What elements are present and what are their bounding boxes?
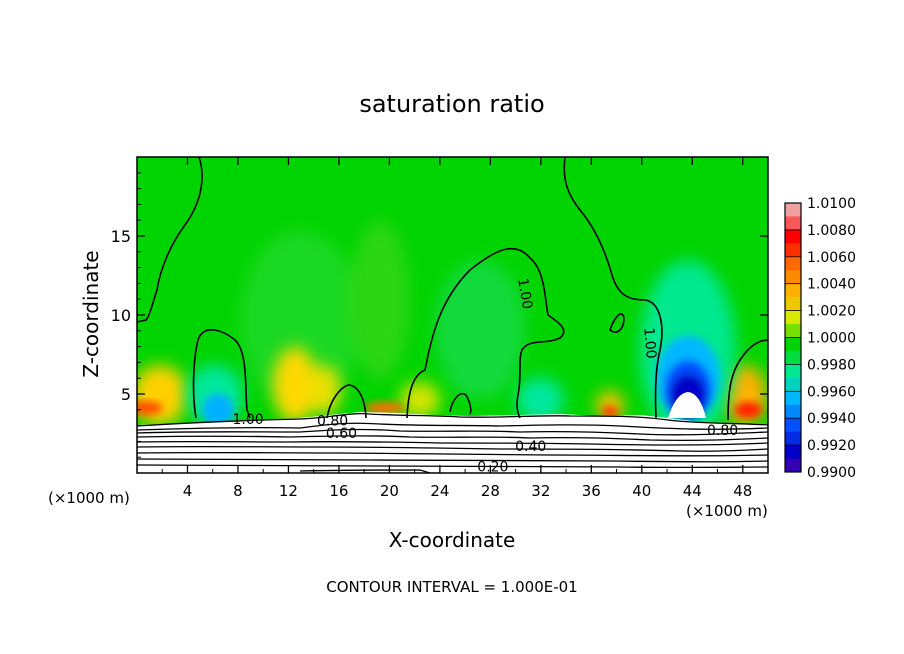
colorbar-label: 0.9900 [807,465,856,481]
x-tick-label: 48 [733,482,752,500]
contour-label: 0.40 [515,439,546,455]
x-tick-label: 20 [380,482,399,500]
colorbar-label: 0.9980 [807,357,856,373]
colorbar-swatch [785,391,801,419]
colorbar-blend [785,243,801,258]
colorbar-swatch [785,418,801,446]
y-axis: 5 10 15 [111,172,768,458]
colorbar-label: 1.0020 [807,304,856,320]
x-axis-label: X-coordinate [389,528,516,552]
y-tick-label: 10 [111,306,131,325]
x-tick-label: 16 [329,482,348,500]
colorbar-swatch [785,256,801,284]
heatmap-field [137,157,768,473]
colorbar-label: 1.0000 [807,331,856,347]
x-unit-left: (×1000 m) [48,489,130,507]
x-tick-label: 12 [279,482,298,500]
contour-label: 0.80 [317,414,348,430]
colorbar-blend [785,270,801,285]
y-axis-label: Z-coordinate [79,250,103,377]
x-tick-label: 8 [233,482,243,500]
colorbar: 1.0100 1.0080 1.0060 1.0040 1.0020 1.0000 0.99… [784,196,856,481]
colorbar-blend [785,297,801,312]
x-axis: 4 8 12 16 20 24 28 32 36 40 44 48 [161,157,752,500]
colorbar-label: 1.0060 [807,250,856,266]
colorbar-swatch [785,310,801,338]
contour-label: 0.80 [707,423,738,439]
colorbar-blend [785,377,801,392]
y-tick-label: 15 [111,227,131,246]
colorbar-blend [785,216,801,231]
x-tick-label: 24 [430,482,449,500]
colorbar-label: 0.9960 [807,384,856,400]
colorbar-label: 0.9920 [807,438,856,454]
y-tick-label: 5 [121,385,131,404]
x-tick-label: 40 [632,482,651,500]
contour-interval-note: CONTOUR INTERVAL = 1.000E-01 [326,578,577,596]
colorbar-swatch [785,203,801,230]
contour-label: 1.00 [232,412,263,428]
contour-label: 0.20 [477,459,508,475]
colorbar-blend [785,324,801,338]
colorbar-swatch [785,229,801,257]
colorbar-blend [785,458,801,473]
colorbar-swatch [785,337,801,365]
contour-label: 0.60 [326,426,357,442]
colorbar-label: 0.9940 [807,411,856,427]
chart-title: saturation ratio [359,90,544,118]
contour-label: 1.00 [514,277,535,310]
contour-labels: 1.00 0.800.601.001.000.400.200.80 [232,277,738,475]
colorbar-swatch [785,445,801,472]
colorbar-blend [785,404,801,419]
x-tick-label: 4 [183,482,193,500]
x-tick-label: 44 [683,482,702,500]
colorbar-label: 1.0100 [807,196,856,212]
contour-lines-lower [137,412,768,473]
colorbar-blend [785,431,801,446]
contour-lines-upper [137,157,768,421]
colorbar-label: 1.0080 [807,223,856,239]
colorbar-label: 1.0040 [807,277,856,293]
contour-label: 1.00 [640,327,659,359]
colorbar-swatch [785,283,801,311]
colorbar-blend [785,350,801,365]
x-tick-label: 36 [582,482,601,500]
x-unit-right: (×1000 m) [686,502,768,520]
x-tick-label: 28 [481,482,500,500]
x-tick-label: 32 [531,482,550,500]
colorbar-swatch [785,364,801,392]
